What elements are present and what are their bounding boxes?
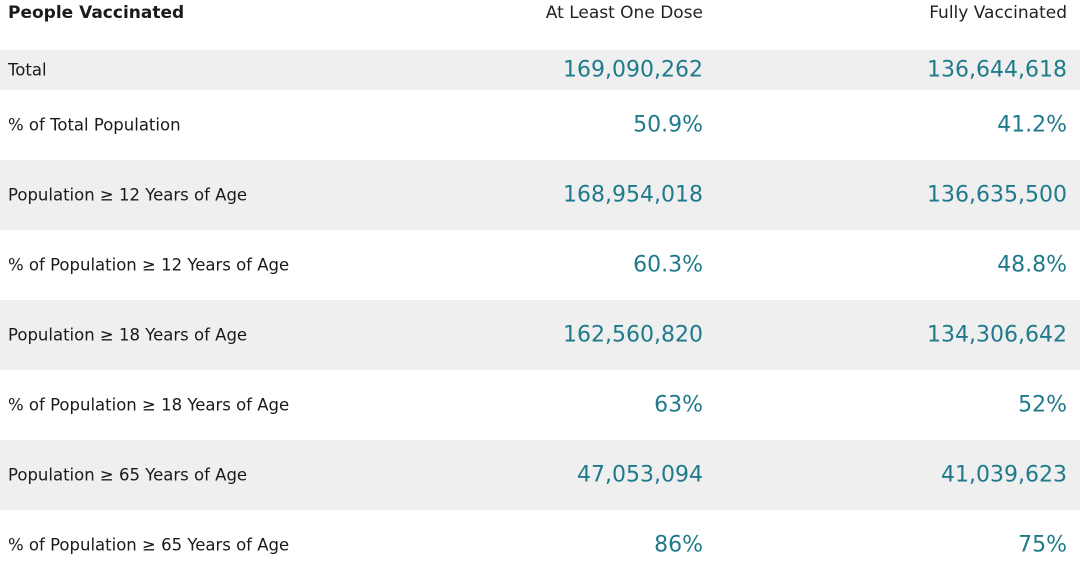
table-row: Population ≥ 65 Years of Age 47,053,094 … xyxy=(0,440,1080,510)
row-label: Population ≥ 65 Years of Age xyxy=(8,465,248,485)
value-fully-vaccinated: 41,039,623 xyxy=(941,462,1067,488)
table-row: % of Population ≥ 12 Years of Age 60.3% … xyxy=(0,230,1080,300)
table-row: % of Population ≥ 18 Years of Age 63% 52… xyxy=(0,370,1080,440)
value-at-least-one-dose: 168,954,018 xyxy=(563,182,703,208)
table-row: % of Total Population 50.9% 41.2% xyxy=(0,90,1080,160)
row-label: Population ≥ 18 Years of Age xyxy=(8,325,248,345)
row-label: Total xyxy=(8,60,47,80)
value-fully-vaccinated: 136,635,500 xyxy=(927,182,1067,208)
row-label: % of Total Population xyxy=(8,115,181,135)
value-at-least-one-dose: 86% xyxy=(654,532,703,558)
value-fully-vaccinated: 52% xyxy=(1018,392,1067,418)
value-at-least-one-dose: 50.9% xyxy=(633,112,703,138)
value-at-least-one-dose: 63% xyxy=(654,392,703,418)
table-row: % of Population ≥ 65 Years of Age 86% 75… xyxy=(0,510,1080,580)
header-at-least-one-dose: At Least One Dose xyxy=(545,3,703,23)
value-fully-vaccinated: 48.8% xyxy=(997,252,1067,278)
value-at-least-one-dose: 162,560,820 xyxy=(563,322,703,348)
table-row: Population ≥ 12 Years of Age 168,954,018… xyxy=(0,160,1080,230)
table-header-row: People Vaccinated At Least One Dose Full… xyxy=(0,0,1080,50)
value-fully-vaccinated: 41.2% xyxy=(997,112,1067,138)
value-fully-vaccinated: 134,306,642 xyxy=(927,322,1067,348)
row-label: % of Population ≥ 12 Years of Age xyxy=(8,255,290,275)
table-row: Total 169,090,262 136,644,618 xyxy=(0,50,1080,90)
value-at-least-one-dose: 47,053,094 xyxy=(577,462,703,488)
value-at-least-one-dose: 169,090,262 xyxy=(563,57,703,83)
row-label: % of Population ≥ 18 Years of Age xyxy=(8,395,290,415)
value-fully-vaccinated: 136,644,618 xyxy=(927,57,1067,83)
header-fully-vaccinated: Fully Vaccinated xyxy=(929,3,1067,23)
row-label: Population ≥ 12 Years of Age xyxy=(8,185,248,205)
row-label: % of Population ≥ 65 Years of Age xyxy=(8,535,290,555)
header-people-vaccinated: People Vaccinated xyxy=(8,3,185,23)
value-at-least-one-dose: 60.3% xyxy=(633,252,703,278)
value-fully-vaccinated: 75% xyxy=(1018,532,1067,558)
table-row: Population ≥ 18 Years of Age 162,560,820… xyxy=(0,300,1080,370)
